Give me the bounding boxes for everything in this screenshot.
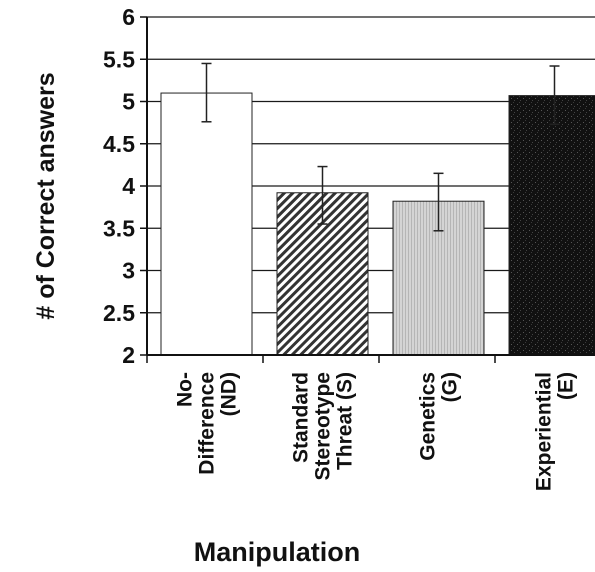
x-category-label-line: Threat (S)	[334, 372, 357, 470]
y-tick-label: 5	[122, 89, 135, 115]
y-tick-label: 4.5	[103, 131, 135, 157]
x-category-labels: No- Difference (ND) Standard Stereotype Threa…	[174, 372, 578, 491]
y-tick-label: 6	[122, 4, 135, 30]
y-tick-label: 3	[122, 258, 135, 284]
x-category-label-line: Stereotype	[312, 372, 335, 481]
y-tick-label: 5.5	[103, 46, 135, 72]
x-category-label: Genetics (G)	[417, 372, 462, 461]
bars	[160, 62, 595, 356]
y-tick-label: 2	[122, 342, 135, 368]
x-category-label-line: Experiential	[533, 372, 556, 491]
y-tick-label: 2.5	[103, 300, 135, 326]
x-category-label: No- Difference (ND)	[174, 372, 241, 475]
y-tick-labels: 6 5.5 5 4.5 4 3.5 3 2.5 2	[103, 4, 135, 368]
x-category-label: Experiential (E)	[533, 372, 578, 491]
y-tick-label: 4	[122, 173, 135, 199]
bar	[508, 95, 595, 356]
y-tick-label: 3.5	[103, 215, 135, 241]
x-category-label-line: (E)	[555, 372, 578, 400]
x-category-label-line: Difference	[196, 372, 219, 475]
axes	[140, 16, 595, 363]
x-category-label-line: Genetics	[417, 372, 440, 461]
x-category-label-line: (ND)	[218, 372, 241, 416]
x-axis-title: Manipulation	[194, 537, 360, 567]
bar	[160, 92, 253, 356]
x-category-label-line: Standard	[290, 372, 313, 463]
y-axis-title: # of Correct answers	[32, 72, 60, 319]
x-category-label-line: (G)	[439, 372, 462, 402]
x-category-label: Standard Stereotype Threat (S)	[290, 372, 357, 481]
x-category-label-line: No-	[174, 372, 197, 407]
